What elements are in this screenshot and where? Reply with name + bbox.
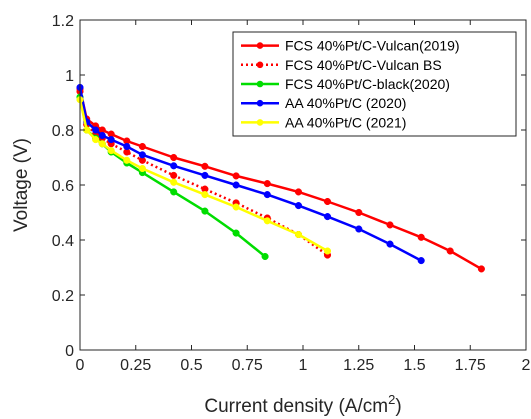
x-tick-label: 1.75 <box>455 357 486 374</box>
legend-label: FCS 40%Pt/C-Vulcan BS <box>285 57 442 73</box>
data-point <box>294 230 303 239</box>
data-point <box>123 156 131 164</box>
data-point <box>477 265 485 273</box>
data-point <box>386 240 394 248</box>
legend-item-1: FCS 40%Pt/C-Vulcan(2019) <box>241 38 460 54</box>
ticks-layer: 0 0.25 0.5 0.75 1 1.25 1.5 1.75 2 0 0.2 0.4 0.6 0.8 1 1… <box>52 13 531 374</box>
x-tick-label: 2 <box>522 357 531 374</box>
x-tick-label: 1.5 <box>403 357 425 374</box>
data-point <box>170 171 178 179</box>
data-point <box>294 202 303 210</box>
data-point <box>417 257 425 265</box>
legend-marker <box>256 61 264 69</box>
y-tick-label: 0.6 <box>52 178 74 195</box>
y-axis-label: Voltage (V) <box>11 138 32 232</box>
legend-marker <box>256 42 264 49</box>
data-point <box>261 252 269 261</box>
legend: FCS 40%Pt/C-Vulcan(2019) FCS 40%Pt/C-Vulc… <box>232 31 517 137</box>
data-point <box>323 197 332 206</box>
y-tick-label: 1.2 <box>52 13 74 30</box>
data-point <box>92 126 100 134</box>
legend-item-3: FCS 40%Pt/C-black(2020) <box>241 76 450 92</box>
data-point <box>263 191 271 199</box>
data-point <box>417 233 425 241</box>
series-5 <box>76 96 332 255</box>
legend-label: FCS 40%Pt/C-Vulcan(2019) <box>285 38 460 54</box>
data-point <box>232 229 240 237</box>
legend-item-2: FCS 40%Pt/C-Vulcan BS <box>241 57 442 73</box>
y-tick-label: 0.2 <box>52 288 74 305</box>
data-point <box>98 140 106 148</box>
y-tick-label: 0 <box>65 343 74 360</box>
x-tick-label: 0.5 <box>180 357 202 374</box>
data-point <box>123 142 131 151</box>
data-point <box>107 147 115 155</box>
data-point <box>170 162 178 170</box>
data-point <box>170 178 178 186</box>
data-point <box>446 247 454 255</box>
x-axis-label-main: Current density (A/cm <box>204 396 388 417</box>
data-point <box>170 153 178 162</box>
y-tick-label: 0.4 <box>52 233 74 250</box>
legend-label: AA 40%Pt/C (2020) <box>285 95 406 111</box>
legend-item-5: AA 40%Pt/C (2021) <box>241 114 406 130</box>
data-point <box>201 171 209 179</box>
data-point <box>294 188 303 196</box>
data-point <box>355 225 363 233</box>
legend-box <box>232 31 517 137</box>
data-point <box>263 180 271 188</box>
x-axis-label-end: ) <box>395 396 401 417</box>
data-point <box>323 213 332 221</box>
x-tick-label: 0 <box>76 357 85 374</box>
data-point <box>201 191 209 199</box>
data-point <box>138 151 146 159</box>
legend-marker <box>256 99 264 107</box>
data-point <box>138 164 146 173</box>
x-tick-label: 0.75 <box>232 357 263 374</box>
series-4 <box>76 83 425 265</box>
data-point <box>263 217 271 225</box>
series-line <box>78 87 422 262</box>
data-point <box>355 208 363 217</box>
legend-label: FCS 40%Pt/C-black(2020) <box>285 76 450 92</box>
data-point <box>98 131 106 140</box>
data-point <box>232 172 240 180</box>
data-point <box>170 188 178 196</box>
data-point <box>323 247 332 255</box>
x-tick-label: 1 <box>299 357 308 374</box>
legend-item-4: AA 40%Pt/C (2020) <box>241 95 406 111</box>
data-point <box>386 221 394 229</box>
x-axis-label: Current density (A/cm2) <box>204 392 401 417</box>
data-point <box>232 203 240 211</box>
x-axis-label-superscript: 2 <box>388 392 395 407</box>
series-layer <box>76 83 485 273</box>
x-tick-label: 1.25 <box>343 357 374 374</box>
y-tick-label: 0.8 <box>52 123 74 140</box>
data-point <box>107 136 115 144</box>
y-tick-label: 1 <box>65 68 74 85</box>
x-tick-label: 0.25 <box>120 357 151 374</box>
legend-label: AA 40%Pt/C (2021) <box>285 114 406 130</box>
data-point <box>201 207 209 215</box>
data-point <box>138 142 146 151</box>
legend-marker <box>256 80 264 88</box>
data-point <box>92 136 100 144</box>
data-point <box>201 162 209 170</box>
legend-marker <box>256 119 264 126</box>
data-point <box>232 181 240 189</box>
